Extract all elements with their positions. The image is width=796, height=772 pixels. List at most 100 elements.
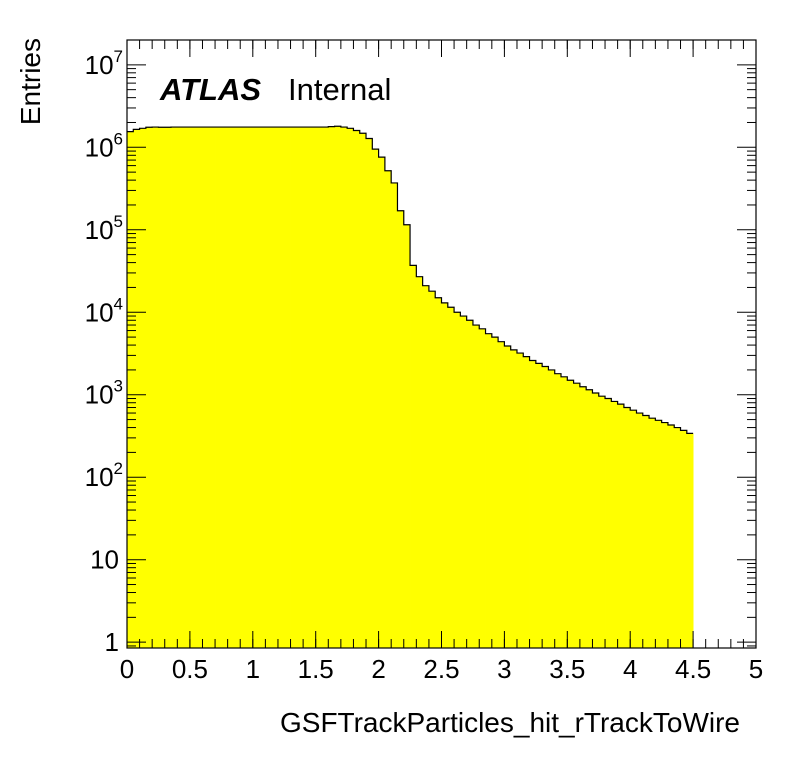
histogram-bin [227, 127, 235, 649]
histogram-bin [529, 360, 537, 648]
histogram-bin [196, 127, 203, 649]
histogram-bin [422, 285, 430, 648]
histogram-bin [605, 398, 612, 648]
histogram-bin [208, 127, 216, 649]
x-tick-label: 3 [497, 654, 511, 684]
histogram-bin [410, 265, 417, 648]
x-tick-label: 3.5 [549, 654, 585, 684]
x-tick-label: 0 [120, 654, 134, 684]
x-axis-title: GSFTrackParticles_hit_rTrackToWire [280, 707, 740, 738]
histogram-bin [259, 127, 266, 649]
x-tick-label: 2 [371, 654, 385, 684]
histogram-bin [177, 127, 185, 649]
histogram-bin [554, 373, 562, 648]
y-tick-label: 107 [85, 47, 123, 80]
histogram-bin [347, 128, 354, 649]
histogram-bin [189, 127, 197, 649]
histogram-bin [592, 392, 600, 648]
y-axis-title: Entries [15, 38, 46, 125]
histogram-bin [579, 386, 587, 648]
histogram-bin [416, 276, 424, 648]
histogram-bin [271, 127, 279, 649]
x-tick-label: 0.5 [172, 654, 208, 684]
histogram-fill-layer [127, 125, 694, 649]
histogram-bin [454, 312, 461, 648]
x-tick-label: 1.5 [298, 654, 334, 684]
histogram-bin [510, 349, 518, 648]
atlas-label: ATLAS [159, 72, 261, 107]
y-tick-labels: 1 10 102 103 104 105 106 107 [85, 47, 123, 657]
histogram-bin [334, 126, 342, 649]
histogram-bin [321, 127, 329, 649]
histogram-bin [667, 424, 675, 648]
histogram-bin [460, 316, 468, 648]
histogram-bin [240, 127, 247, 649]
histogram-bin [542, 366, 549, 648]
histogram-bin [655, 420, 663, 648]
histogram-bin [674, 427, 681, 648]
histogram-bin [246, 127, 254, 649]
histogram-bin [372, 149, 379, 649]
histogram-bin [290, 127, 298, 649]
histogram-bin [183, 127, 191, 649]
histogram-bin [133, 129, 140, 649]
histogram-bin [340, 127, 348, 649]
histogram-bin [164, 127, 172, 649]
histogram-bin [630, 410, 637, 648]
histogram-bin [359, 133, 367, 648]
histogram-bin [642, 415, 650, 648]
histogram-bin [265, 127, 273, 649]
histogram-bin [447, 307, 455, 648]
y-tick-label: 106 [85, 129, 123, 162]
histogram-bin [152, 127, 159, 649]
histogram-bin [171, 127, 178, 649]
histogram-bin [586, 389, 593, 648]
histogram-bin [636, 413, 644, 648]
histogram-bin [561, 376, 568, 648]
histogram-bin [233, 127, 241, 649]
histogram-bin [277, 127, 285, 649]
histogram-bin [378, 157, 386, 648]
histogram-bin [472, 325, 480, 648]
histogram-bin [649, 418, 656, 648]
histogram-bin [315, 127, 323, 649]
x-tick-label: 2.5 [423, 654, 459, 684]
histogram-bin [498, 341, 505, 648]
histogram-bin [491, 337, 499, 648]
histogram-bin [391, 182, 398, 649]
histogram-bin [296, 127, 304, 649]
histogram-bin [680, 430, 688, 648]
histogram-bin [127, 131, 134, 648]
x-tick-label: 5 [749, 654, 763, 684]
histogram-bin [158, 127, 166, 649]
histogram-bin [567, 380, 574, 648]
x-tick-label: 1 [246, 654, 260, 684]
histogram-bin [479, 328, 486, 648]
histogram-bin [441, 302, 449, 648]
histogram-bin [384, 170, 392, 648]
histogram-bin [366, 138, 373, 648]
histogram-bin [397, 210, 405, 649]
histogram-bin [435, 297, 442, 648]
histogram-bin [284, 127, 291, 649]
histogram-bin [252, 127, 260, 649]
y-tick-label: 1 [105, 627, 119, 657]
histogram-bin [303, 127, 310, 649]
y-tick-label: 10 [90, 545, 119, 575]
histogram-bin [611, 401, 619, 648]
histogram-bin [139, 128, 147, 649]
histogram-bin [202, 127, 210, 649]
histogram-bin [328, 126, 335, 648]
x-tick-label: 4.5 [675, 654, 711, 684]
histogram-bin [403, 224, 411, 648]
histogram-bin [623, 407, 631, 648]
x-tick-label: 4 [623, 654, 637, 684]
histogram-bin [598, 396, 606, 648]
histogram-outline [127, 125, 694, 434]
histogram-bin [485, 333, 493, 648]
histogram-bin [504, 345, 512, 648]
histogram-bin [466, 320, 474, 648]
histogram-bin [516, 353, 524, 648]
y-tick-label: 105 [85, 212, 123, 245]
